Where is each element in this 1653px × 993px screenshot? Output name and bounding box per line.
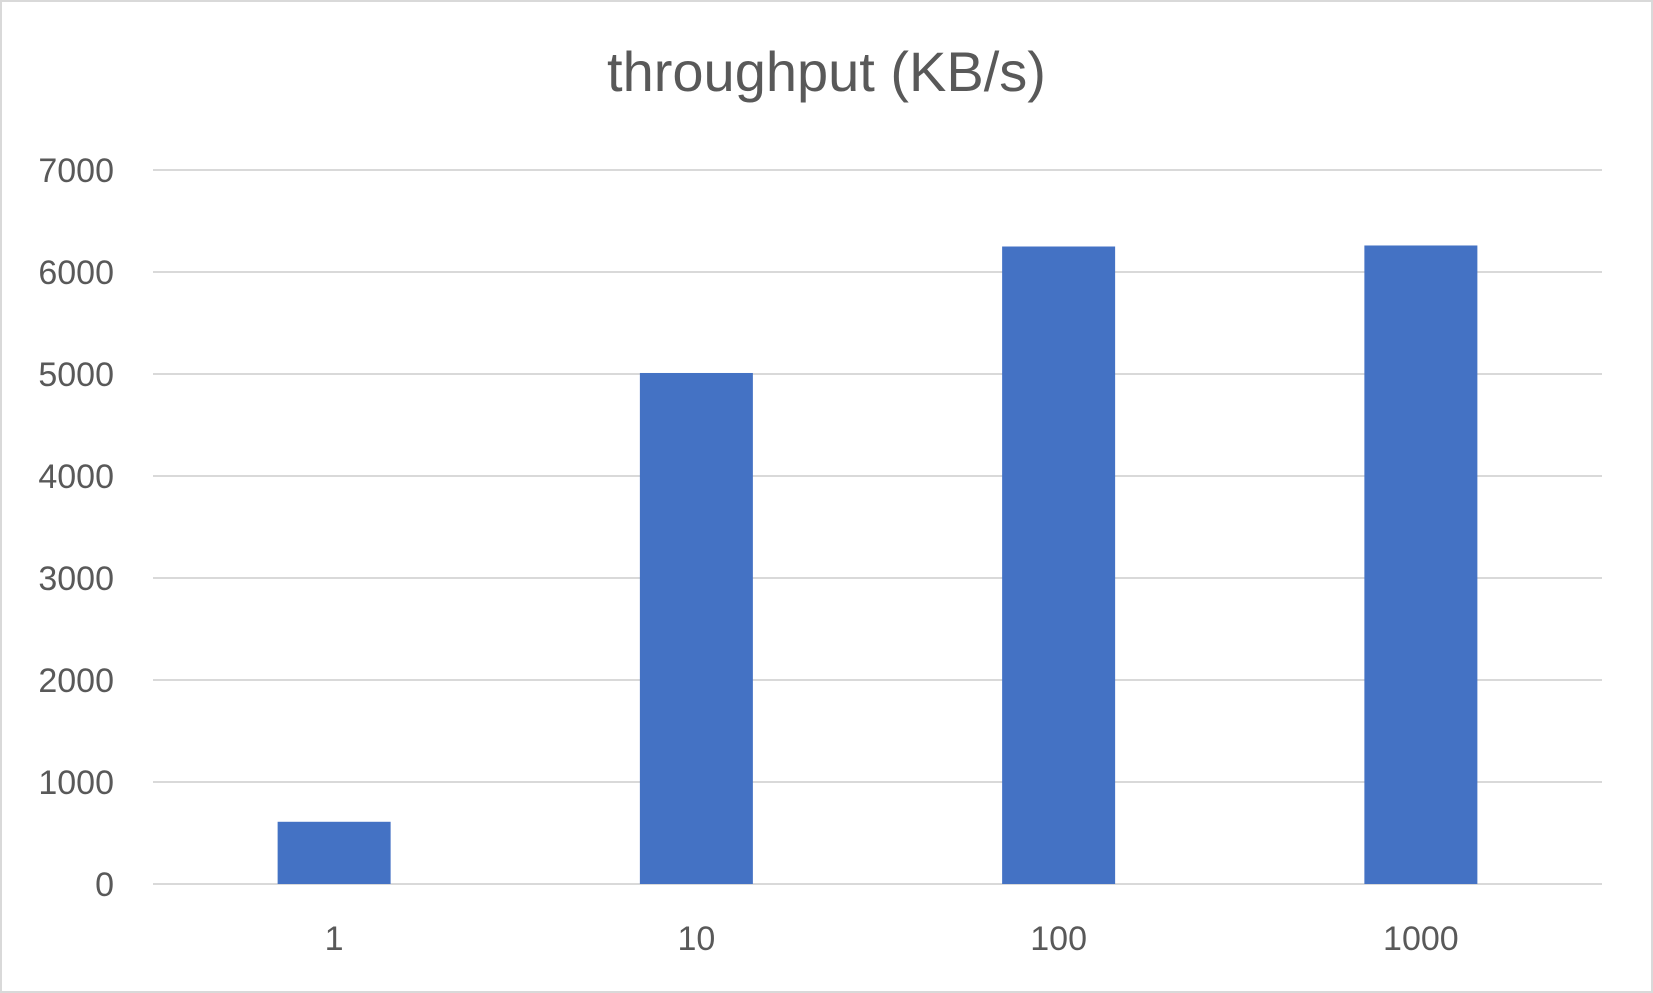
y-tick-label: 2000 xyxy=(38,662,114,700)
bar-1000 xyxy=(1364,245,1478,885)
x-axis-ticks: 1 10 100 1000 xyxy=(325,920,1459,958)
y-tick-label: 7000 xyxy=(38,152,114,190)
bar-100 xyxy=(1002,246,1116,884)
y-tick-label: 4000 xyxy=(38,458,114,496)
y-tick-label: 0 xyxy=(95,866,114,904)
gridlines xyxy=(153,169,1602,885)
y-tick-label: 3000 xyxy=(38,560,114,598)
x-tick-label: 1 xyxy=(325,920,344,958)
x-tick-label: 1000 xyxy=(1383,920,1459,958)
bar-1 xyxy=(277,821,391,884)
y-tick-label: 1000 xyxy=(38,764,114,802)
bar-10 xyxy=(639,372,753,884)
y-axis-ticks: 0 1000 2000 3000 4000 5000 6000 7000 xyxy=(38,152,114,904)
x-tick-label: 100 xyxy=(1030,920,1087,958)
chart-title: throughput (KB/s) xyxy=(607,40,1046,103)
x-tick-label: 10 xyxy=(677,920,715,958)
y-tick-label: 6000 xyxy=(38,254,114,292)
y-tick-label: 5000 xyxy=(38,356,114,394)
bars xyxy=(277,245,1478,885)
